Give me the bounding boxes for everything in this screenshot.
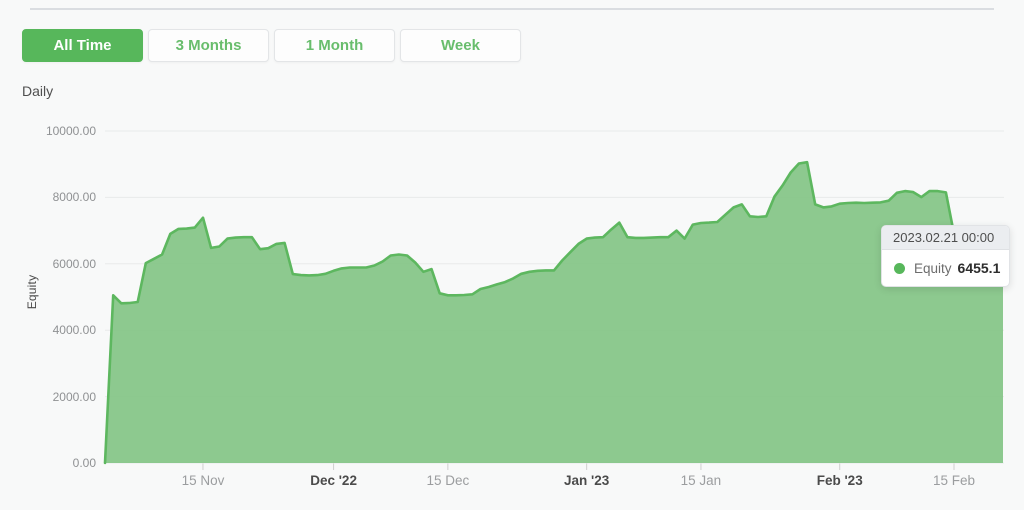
range-button-week[interactable]: Week: [400, 29, 521, 62]
range-button-1-month[interactable]: 1 Month: [274, 29, 395, 62]
x-axis-tick-label: 15 Nov: [181, 473, 225, 488]
y-axis-title: Equity: [25, 274, 39, 310]
top-divider: [30, 8, 994, 10]
x-axis-tick-label: 15 Jan: [680, 473, 722, 488]
equity-area-fill: [105, 162, 1003, 463]
tooltip-value: 6455.1: [957, 260, 1001, 276]
y-axis-tick-label: 6000.00: [52, 256, 96, 271]
x-axis-tick-label: Dec '22: [310, 473, 357, 488]
x-axis-tick-label: 15 Dec: [426, 473, 470, 488]
x-axis-tick-label: 15 Feb: [933, 473, 976, 488]
range-button-all-time[interactable]: All Time: [22, 29, 143, 62]
x-axis-ticks: [202, 463, 955, 470]
x-axis-tick-label: Jan '23: [564, 473, 610, 488]
frequency-label: Daily: [22, 83, 54, 99]
range-button-3-months[interactable]: 3 Months: [148, 29, 269, 62]
y-axis-tick-label: 0.00: [72, 456, 96, 470]
series-marker-dot: [894, 262, 905, 274]
chart-tooltip: 2023.02.21 00:00 Equity 6455.1: [881, 225, 1010, 287]
y-axis-tick-label: 4000.00: [52, 323, 96, 338]
range-selector: All Time 3 Months 1 Month Week: [22, 29, 521, 62]
tooltip-datetime: 2023.02.21 00:00: [882, 226, 1009, 250]
tooltip-series-label: Equity: [914, 260, 952, 276]
y-axis-tick-label: 10000.00: [45, 124, 96, 138]
y-axis-tick-label: 8000.00: [52, 190, 96, 205]
y-axis-tick-label: 2000.00: [52, 389, 96, 404]
x-axis-tick-label: Feb '23: [816, 473, 863, 488]
tooltip-body: Equity 6455.1: [882, 250, 1009, 286]
equity-line: [103, 160, 1005, 465]
